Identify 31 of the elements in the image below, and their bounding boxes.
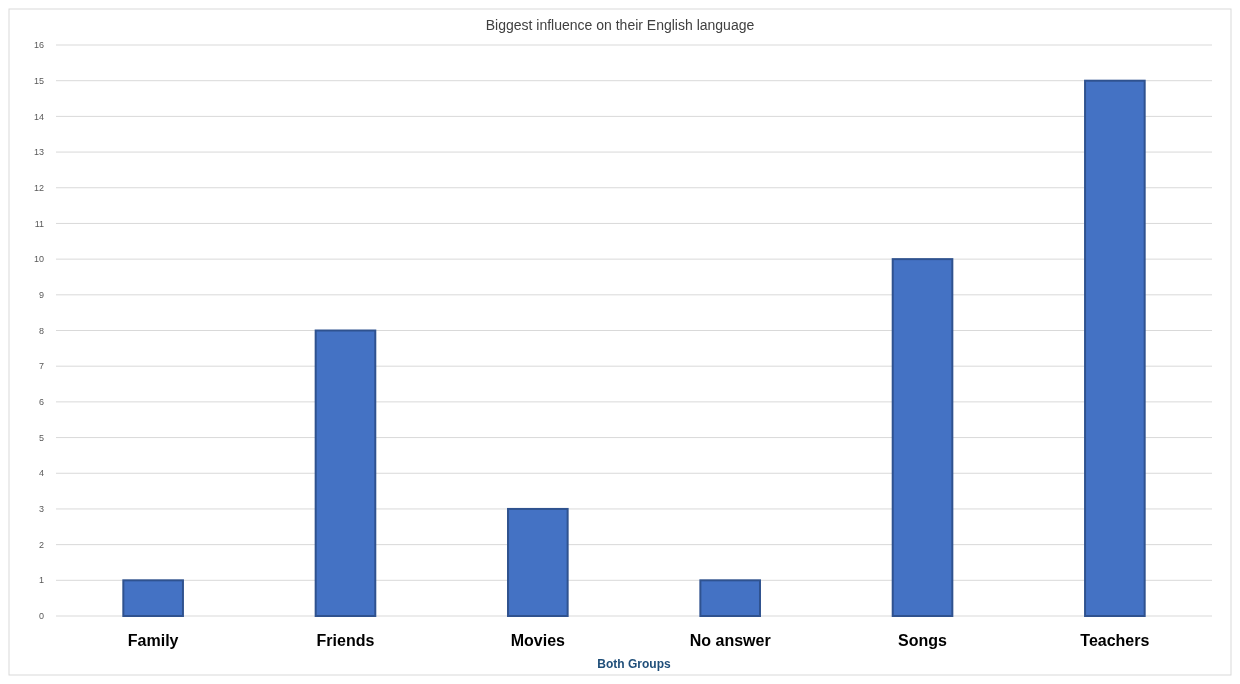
chart-title: Biggest influence on their English language (485, 17, 755, 33)
y-tick-label: 12 (33, 182, 44, 193)
y-tick-label: 10 (33, 254, 44, 265)
y-tick-label: 15 (33, 75, 44, 86)
y-tick-label: 5 (38, 432, 44, 443)
bar (699, 579, 761, 617)
y-tick-label: 2 (38, 539, 44, 550)
y-tick-label: 7 (38, 361, 44, 372)
x-tick-label: Songs (898, 632, 948, 649)
y-tick-label: 6 (38, 397, 44, 408)
x-tick-label: No answer (689, 632, 771, 649)
y-tick-label: 14 (33, 111, 44, 122)
y-tick-label: 4 (38, 468, 44, 479)
y-tick-label: 11 (34, 218, 44, 229)
x-tick-label: Family (127, 632, 179, 649)
bar (891, 258, 954, 617)
y-tick-label: 9 (38, 289, 44, 300)
bar (122, 579, 184, 617)
y-tick-label: 3 (38, 504, 44, 515)
y-tick-label: 13 (33, 147, 44, 158)
bar (1084, 79, 1146, 617)
y-tick-label: 16 (33, 40, 44, 51)
x-tick-label: Friends (316, 632, 375, 649)
x-tick-label: Teachers (1080, 632, 1150, 649)
bar (314, 329, 377, 617)
y-tick-label: 1 (38, 575, 44, 586)
bar (507, 507, 569, 617)
y-tick-label: 8 (38, 325, 44, 336)
y-tick-label: 0 (38, 611, 44, 622)
x-tick-label: Movies (510, 632, 566, 649)
x-axis-title: Both Groups (597, 657, 671, 671)
